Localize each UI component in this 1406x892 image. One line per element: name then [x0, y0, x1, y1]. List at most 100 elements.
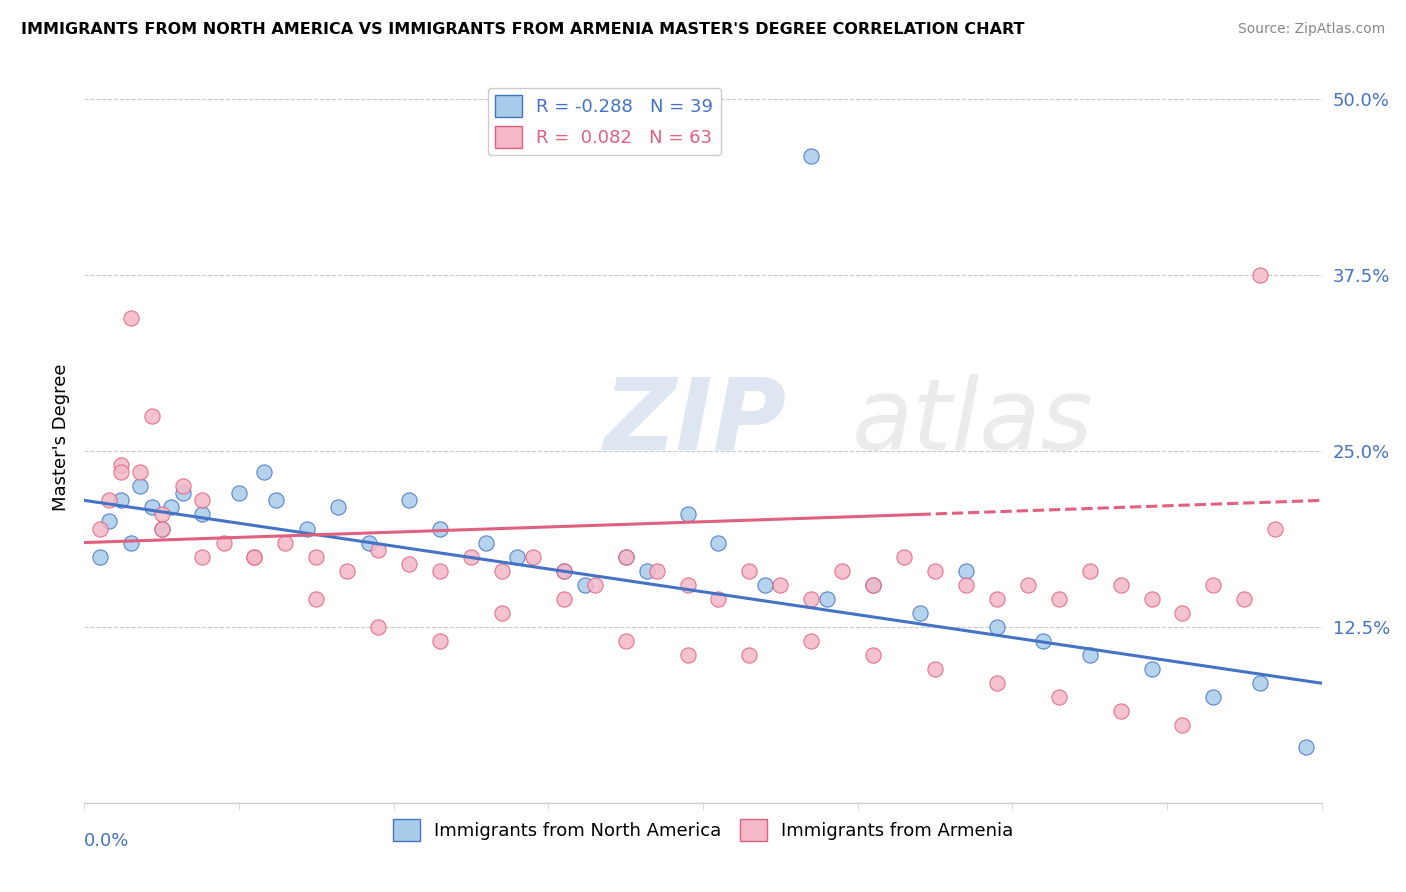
Point: [120, 310, 142, 325]
Point: [553, 564, 575, 578]
Point: [274, 535, 297, 549]
Text: atlas: atlas: [852, 374, 1092, 471]
Legend: Immigrants from North America, Immigrants from Armenia: Immigrants from North America, Immigrant…: [385, 812, 1021, 848]
Point: [1249, 676, 1271, 690]
Point: [1140, 662, 1163, 676]
Point: [191, 508, 214, 522]
Point: [1109, 705, 1132, 719]
Point: [336, 564, 359, 578]
Point: [150, 521, 173, 535]
Point: [1233, 591, 1256, 606]
Point: [367, 542, 389, 557]
Point: [1017, 578, 1039, 592]
Point: [1202, 690, 1225, 705]
Point: [1047, 591, 1070, 606]
Point: [738, 564, 761, 578]
Point: [893, 549, 915, 564]
Point: [986, 676, 1008, 690]
Point: [98, 493, 121, 508]
Point: [141, 500, 163, 515]
Point: [908, 606, 931, 620]
Point: [986, 591, 1008, 606]
Point: [614, 549, 637, 564]
Point: [800, 149, 823, 163]
Point: [676, 648, 699, 662]
Point: [172, 479, 194, 493]
Text: IMMIGRANTS FROM NORTH AMERICA VS IMMIGRANTS FROM ARMENIA MASTER'S DEGREE CORRELA: IMMIGRANTS FROM NORTH AMERICA VS IMMIGRA…: [21, 22, 1025, 37]
Point: [120, 535, 142, 549]
Point: [160, 500, 183, 515]
Point: [129, 479, 152, 493]
Point: [150, 521, 173, 535]
Point: [955, 578, 977, 592]
Point: [707, 591, 730, 606]
Point: [1047, 690, 1070, 705]
Point: [98, 515, 121, 529]
Point: [191, 549, 214, 564]
Point: [89, 521, 111, 535]
Text: ZIP: ZIP: [605, 374, 787, 471]
Point: [614, 549, 637, 564]
Point: [253, 465, 276, 479]
Point: [707, 535, 730, 549]
Point: [1202, 578, 1225, 592]
Point: [305, 591, 328, 606]
Point: [110, 493, 132, 508]
Point: [769, 578, 792, 592]
Point: [1078, 564, 1101, 578]
Point: [636, 564, 658, 578]
Point: [738, 648, 761, 662]
Point: [110, 465, 132, 479]
Point: [295, 521, 318, 535]
Text: Source: ZipAtlas.com: Source: ZipAtlas.com: [1237, 22, 1385, 37]
Point: [676, 578, 699, 592]
Point: [429, 521, 451, 535]
Point: [574, 578, 596, 592]
Point: [357, 535, 380, 549]
Point: [1032, 634, 1054, 648]
Point: [212, 535, 235, 549]
Point: [1249, 268, 1271, 283]
Point: [150, 508, 173, 522]
Point: [754, 578, 776, 592]
Point: [614, 634, 637, 648]
Point: [986, 620, 1008, 634]
Point: [460, 549, 482, 564]
Point: [475, 535, 498, 549]
Point: [191, 493, 214, 508]
Point: [924, 564, 946, 578]
Point: [862, 648, 884, 662]
Point: [228, 486, 250, 500]
Point: [831, 564, 853, 578]
Point: [553, 564, 575, 578]
Point: [305, 549, 328, 564]
Point: [676, 508, 699, 522]
Point: [506, 549, 529, 564]
Y-axis label: Master's Degree: Master's Degree: [52, 363, 70, 511]
Point: [1171, 718, 1194, 732]
Point: [800, 634, 823, 648]
Text: 0.0%: 0.0%: [84, 832, 129, 850]
Point: [1078, 648, 1101, 662]
Point: [264, 493, 287, 508]
Point: [1109, 578, 1132, 592]
Point: [243, 549, 266, 564]
Point: [583, 578, 606, 592]
Point: [522, 549, 544, 564]
Point: [243, 549, 266, 564]
Point: [367, 620, 389, 634]
Point: [398, 557, 420, 571]
Point: [800, 591, 823, 606]
Point: [553, 591, 575, 606]
Point: [1140, 591, 1163, 606]
Point: [815, 591, 838, 606]
Point: [491, 564, 513, 578]
Point: [924, 662, 946, 676]
Point: [1264, 521, 1286, 535]
Point: [89, 549, 111, 564]
Point: [862, 578, 884, 592]
Point: [645, 564, 668, 578]
Point: [955, 564, 977, 578]
Point: [141, 409, 163, 423]
Point: [398, 493, 420, 508]
